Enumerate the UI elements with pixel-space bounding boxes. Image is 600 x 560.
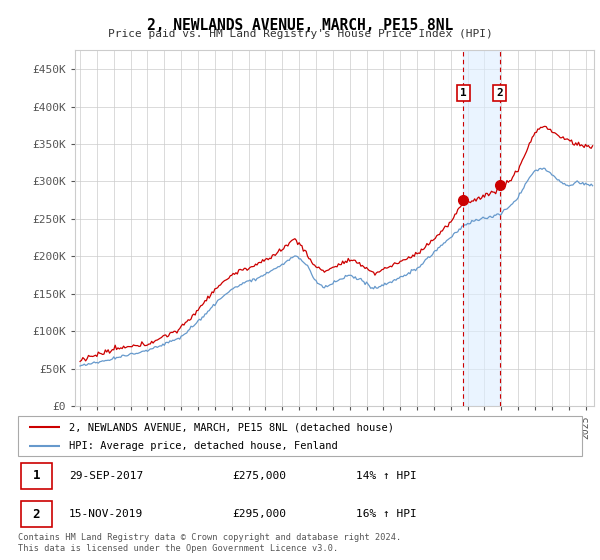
Text: 2: 2 — [32, 508, 40, 521]
Text: 2, NEWLANDS AVENUE, MARCH, PE15 8NL: 2, NEWLANDS AVENUE, MARCH, PE15 8NL — [147, 18, 453, 33]
Text: £295,000: £295,000 — [232, 509, 286, 519]
Text: Contains HM Land Registry data © Crown copyright and database right 2024.
This d: Contains HM Land Registry data © Crown c… — [18, 533, 401, 553]
Text: HPI: Average price, detached house, Fenland: HPI: Average price, detached house, Fenl… — [69, 441, 338, 451]
Text: Price paid vs. HM Land Registry's House Price Index (HPI): Price paid vs. HM Land Registry's House … — [107, 29, 493, 39]
Text: 1: 1 — [32, 469, 40, 482]
Text: £275,000: £275,000 — [232, 471, 286, 481]
Bar — [21, 501, 52, 527]
Bar — [463, 50, 500, 406]
Text: 16% ↑ HPI: 16% ↑ HPI — [356, 509, 417, 519]
Text: 14% ↑ HPI: 14% ↑ HPI — [356, 471, 417, 481]
Text: 1: 1 — [460, 88, 467, 98]
Text: 29-SEP-2017: 29-SEP-2017 — [69, 471, 143, 481]
Bar — [21, 463, 52, 489]
Text: 2, NEWLANDS AVENUE, MARCH, PE15 8NL (detached house): 2, NEWLANDS AVENUE, MARCH, PE15 8NL (det… — [69, 422, 394, 432]
Text: 15-NOV-2019: 15-NOV-2019 — [69, 509, 143, 519]
Text: 2: 2 — [496, 88, 503, 98]
